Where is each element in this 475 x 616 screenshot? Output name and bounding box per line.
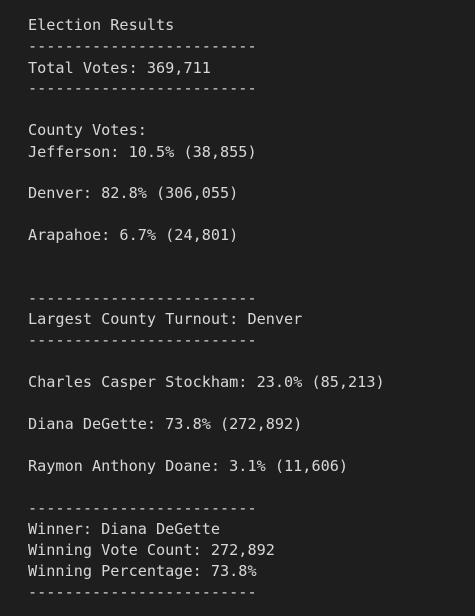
separator-line: ------------------------- (28, 499, 257, 517)
county-line-jefferson: Jefferson: 10.5% (38,855) (28, 143, 257, 161)
separator-line: ------------------------- (28, 331, 257, 349)
winning-vote-count-line: Winning Vote Count: 272,892 (28, 541, 275, 559)
candidate-line-stockham: Charles Casper Stockham: 23.0% (85,213) (28, 373, 385, 391)
output-title: Election Results (28, 16, 175, 34)
county-line-arapahoe: Arapahoe: 6.7% (24,801) (28, 226, 239, 244)
winner-line: Winner: Diana DeGette (28, 520, 221, 538)
county-line-denver: Denver: 82.8% (306,055) (28, 184, 239, 202)
separator-line: ------------------------- (28, 37, 257, 55)
separator-line: ------------------------- (28, 79, 257, 97)
largest-county-line: Largest County Turnout: Denver (28, 310, 303, 328)
candidate-line-degette: Diana DeGette: 73.8% (272,892) (28, 415, 303, 433)
separator-line: ------------------------- (28, 289, 257, 307)
separator-line: ------------------------- (28, 583, 257, 601)
county-votes-heading: County Votes: (28, 121, 147, 139)
candidate-line-doane: Raymon Anthony Doane: 3.1% (11,606) (28, 457, 349, 475)
total-votes-line: Total Votes: 369,711 (28, 59, 211, 77)
winning-percentage-line: Winning Percentage: 73.8% (28, 562, 257, 580)
